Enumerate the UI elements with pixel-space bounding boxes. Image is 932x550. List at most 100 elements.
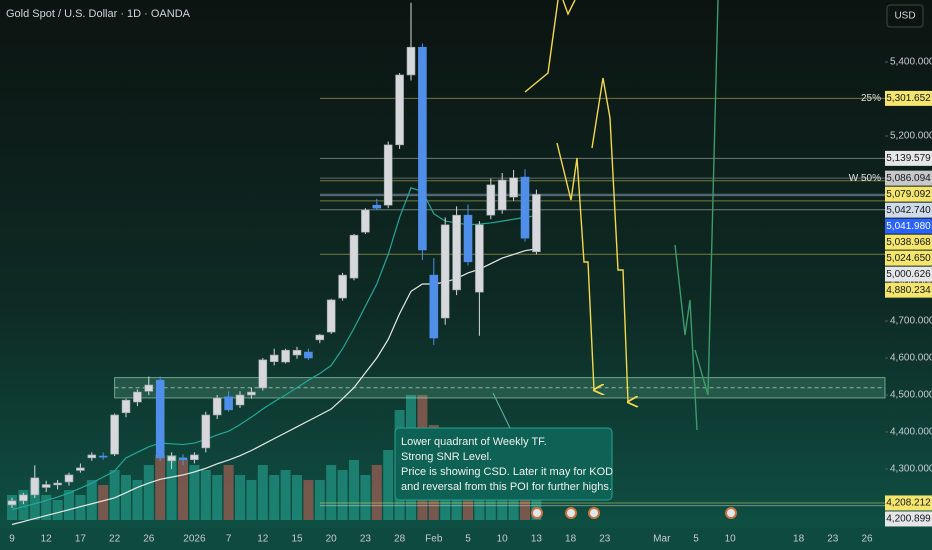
candle-body (315, 334, 325, 341)
x-tick-label: 28 (394, 534, 406, 545)
x-tick-label: 5 (693, 534, 699, 545)
candle-body (440, 224, 450, 319)
x-tick-label: 18 (793, 534, 805, 545)
volume-bar (314, 480, 325, 520)
x-tick-label: 23 (599, 534, 611, 545)
x-tick-label: 26 (861, 534, 873, 545)
candle-body (64, 474, 74, 483)
candle-body (395, 74, 404, 146)
projection-line (524, 0, 559, 93)
x-tick-label: 12 (257, 534, 269, 545)
y-tick-label: 4,500.000 (890, 390, 932, 401)
x-tick-label: Feb (425, 534, 443, 545)
currency-button[interactable] (886, 4, 924, 28)
candle-body (292, 349, 302, 356)
price-label-box (885, 90, 932, 106)
level-tag: W 50% (849, 173, 881, 184)
price-label: 5,139.579 (886, 153, 931, 164)
candle-body (406, 46, 416, 76)
volume-bar (383, 450, 394, 520)
volume-bar (212, 475, 223, 520)
volume-bar (360, 475, 371, 520)
candle-body (19, 494, 28, 502)
annotation-text: Strong SNR Level. (401, 451, 492, 463)
candle-body (463, 214, 473, 263)
y-tick-label: 4,700.000 (890, 316, 932, 327)
volume-bar (189, 465, 200, 520)
x-tick-label: 17 (75, 534, 87, 545)
y-tick-label: 4,600.000 (890, 353, 932, 364)
volume-bar (349, 460, 359, 520)
x-tick-label: 10 (497, 534, 509, 545)
price-label: 5,301.652 (886, 93, 931, 104)
candle-body (7, 500, 17, 506)
volume-bar (200, 470, 211, 520)
volume-bar (371, 465, 382, 520)
x-tick-label: 20 (326, 534, 338, 545)
volume-bar (98, 485, 109, 520)
candle-body (361, 209, 370, 233)
event-icon[interactable] (565, 507, 577, 519)
candle-body (349, 234, 359, 279)
volume-bar (223, 465, 234, 520)
candle-body (155, 379, 165, 459)
price-label-box (885, 186, 932, 202)
volume-bar (75, 495, 86, 520)
candle-body (383, 144, 393, 206)
candle-body (167, 455, 176, 462)
volume-bar (337, 470, 348, 520)
volume-bar (326, 465, 337, 520)
candle-body (178, 457, 188, 461)
x-tick-label: 23 (360, 534, 372, 545)
candle-body (475, 224, 484, 293)
volume-bar (269, 475, 280, 520)
volume-bar (257, 465, 268, 520)
candle-body (338, 274, 347, 299)
candle-body (110, 414, 119, 455)
price-label: 5,079.092 (886, 189, 931, 200)
candle-body (144, 384, 154, 392)
x-tick-label: 23 (827, 534, 839, 545)
projection-line (562, 0, 576, 16)
candle-body (224, 396, 233, 411)
volume-bar (280, 470, 291, 520)
volume-bar (18, 490, 29, 520)
candle-body (486, 184, 496, 216)
event-icon[interactable] (531, 507, 543, 519)
volume-bar (52, 500, 63, 520)
x-tick-label: Mar (653, 534, 671, 545)
price-axis: 5,400.0005,200.0004,800.0004,700.0004,60… (849, 57, 932, 527)
candle-body (258, 359, 268, 389)
volume-bar (64, 490, 74, 520)
x-tick-label: 12 (41, 534, 53, 545)
volume-bar (109, 470, 120, 520)
candle-body (452, 214, 461, 291)
currency-label[interactable]: USD (894, 11, 915, 22)
volume-bar (292, 475, 302, 520)
price-label: 5,000.626 (886, 269, 931, 280)
x-tick-label: 18 (565, 534, 577, 545)
event-icon[interactable] (725, 507, 737, 519)
annotation-text: Price is showing CSD. Later it may for K… (401, 466, 613, 478)
volume-bar (86, 480, 97, 520)
candle-body (326, 299, 336, 333)
candle-body (30, 477, 40, 496)
candle-layer (7, 2, 541, 508)
price-label: 4,880.234 (886, 285, 931, 296)
annotation-pointer (492, 392, 511, 429)
annotation: Lower quadrant of Weekly TF. Strong SNR … (394, 427, 613, 501)
price-label: 5,038.968 (886, 237, 931, 248)
volume-bar (235, 475, 245, 520)
moving-average (11, 187, 537, 511)
price-label-box (885, 495, 932, 511)
x-tick-label: 10 (725, 534, 737, 545)
candle-body (429, 274, 439, 339)
projection-line (591, 77, 628, 402)
annotation-text: and reversal from this POI for further h… (401, 481, 612, 493)
volume-bar (155, 455, 166, 520)
candle-body (532, 194, 541, 253)
price-label-box (885, 250, 932, 266)
candle-body (53, 482, 62, 486)
event-icon[interactable] (588, 507, 600, 519)
